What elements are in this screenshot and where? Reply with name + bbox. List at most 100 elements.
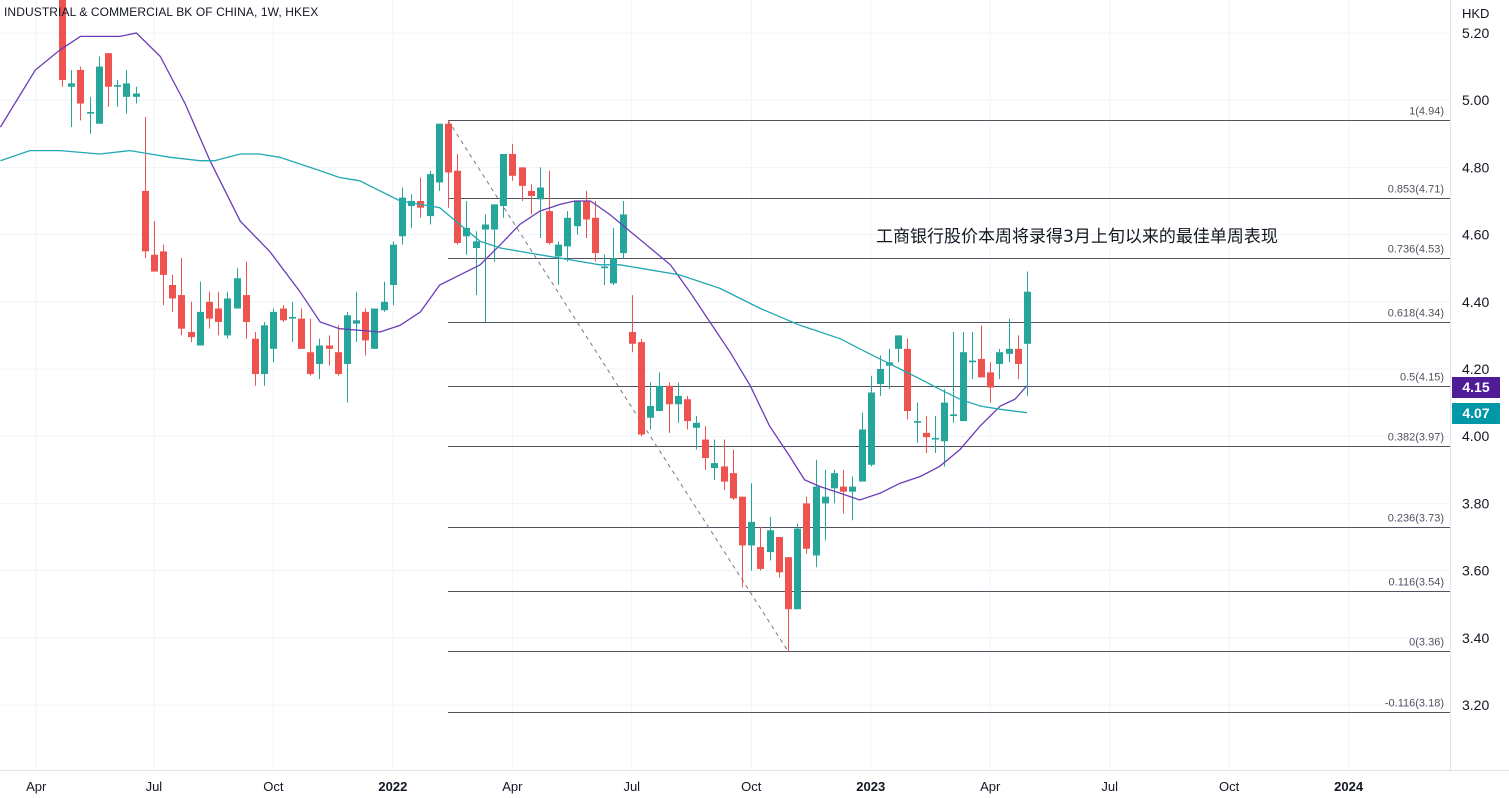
candle-down [528, 190, 535, 196]
gridlines [0, 0, 1450, 770]
candle-up [794, 528, 801, 610]
candle-down [923, 432, 930, 438]
candle-up [473, 241, 480, 249]
candle-down [702, 439, 709, 459]
candle-up [491, 204, 498, 230]
price-tick-label: 3.20 [1462, 697, 1489, 713]
candle-down [206, 301, 213, 319]
candle-down [59, 0, 66, 81]
candle-up [601, 266, 608, 269]
candle-up [620, 214, 627, 254]
price-tick-label: 4.00 [1462, 428, 1489, 444]
time-tick-label: Apr [980, 779, 1001, 794]
time-tick-label: Oct [741, 779, 762, 794]
candle-up [381, 301, 388, 311]
candle-up [463, 227, 470, 237]
candle-up [289, 316, 296, 319]
fib-level-label: 1(4.94) [1409, 106, 1444, 118]
fib-level-label: 0.236(3.73) [1388, 513, 1444, 525]
candles [59, 0, 1031, 652]
candle-up [941, 402, 948, 442]
candle-down [160, 251, 167, 275]
candle-up [555, 244, 562, 257]
candle-up [537, 187, 544, 200]
time-tick-label: Oct [1219, 779, 1240, 794]
candle-up [270, 311, 277, 349]
candle-down [684, 399, 691, 422]
candle-down [583, 201, 590, 220]
candle-up [68, 83, 75, 87]
price-tick-label: 4.80 [1462, 159, 1489, 175]
fib-level-label: 0.736(4.53) [1388, 244, 1444, 256]
time-tick-label: Jul [623, 779, 640, 794]
time-tick-label: 2022 [378, 779, 407, 794]
time-tick-label: 2023 [856, 779, 885, 794]
price-tick-label: 4.40 [1462, 294, 1489, 310]
fib-level-label: 0.618(4.34) [1388, 308, 1444, 320]
candle-down [326, 345, 333, 349]
candle-down [785, 557, 792, 610]
fib-trend-line [447, 120, 789, 652]
candle-down [454, 170, 461, 243]
candle-down [77, 69, 84, 104]
ma-long-price-label: 4.07 [1452, 403, 1500, 424]
time-tick-label: Apr [502, 779, 523, 794]
candle-down [142, 190, 149, 252]
candle-down [904, 348, 911, 411]
candle-up [344, 315, 351, 364]
candle-down [243, 295, 250, 322]
candle-up [822, 496, 829, 504]
candle-down [519, 167, 526, 186]
price-tick-label: 3.80 [1462, 495, 1489, 511]
candle-down [362, 311, 369, 341]
fib-level-label: 0.5(4.15) [1400, 372, 1444, 384]
candle-down [629, 332, 636, 344]
candle-up [87, 111, 94, 114]
candle-up [224, 298, 231, 336]
candle-down [840, 486, 847, 492]
candle-down [188, 332, 195, 338]
candle-up [675, 395, 682, 405]
candle-up [849, 486, 856, 492]
candle-up [574, 201, 581, 227]
fib-level-label: 0.382(3.97) [1388, 432, 1444, 444]
candle-up [436, 123, 443, 183]
candle-down [280, 308, 287, 321]
candle-up [895, 335, 902, 349]
candle-up [261, 325, 268, 375]
ma-long-line [0, 149, 1027, 414]
candle-up [234, 278, 241, 309]
candle-down [730, 473, 737, 499]
candle-up [868, 392, 875, 465]
candle-up [353, 320, 360, 324]
fibonacci-retracement[interactable]: 1(4.94) 0.853(4.71) 0.736(4.53) 0.618(4.34)… [447, 106, 1450, 713]
price-tick-label: 4.20 [1462, 361, 1489, 377]
candle-up [133, 93, 140, 97]
fib-level-label: 0.853(4.71) [1388, 184, 1444, 196]
candle-up [647, 405, 654, 418]
currency-label: HKD [1462, 6, 1490, 21]
candle-down [757, 547, 764, 569]
candle-up [1006, 348, 1013, 354]
candle-up [610, 258, 617, 284]
candle-up [390, 244, 397, 285]
candle-up [371, 308, 378, 349]
candle-down [666, 385, 673, 405]
candle-down [987, 372, 994, 388]
axes [0, 0, 1509, 771]
candle-down [335, 352, 342, 375]
candle-up [877, 369, 884, 385]
time-tick-label: Jul [146, 779, 163, 794]
chart-title: INDUSTRIAL & COMMERCIAL BK OF CHINA, 1W,… [4, 5, 319, 19]
price-tick-label: 5.00 [1462, 92, 1489, 108]
candle-down [978, 358, 985, 378]
price-axis[interactable]: 5.20 5.00 4.80 4.60 4.40 4.20 4.00 3.80 3.60 3.40… [1462, 25, 1489, 713]
candle-up [950, 414, 957, 417]
price-tick-label: 5.20 [1462, 25, 1489, 41]
candle-up [500, 153, 507, 207]
price-tick-label: 3.40 [1462, 630, 1489, 646]
moving-averages [0, 32, 1028, 501]
fib-level-label: 0.116(3.54) [1389, 577, 1444, 589]
time-axis[interactable]: Apr Jul Oct 2022 Apr Jul Oct 2023 Apr Jul Oct 2024 [26, 779, 1364, 794]
